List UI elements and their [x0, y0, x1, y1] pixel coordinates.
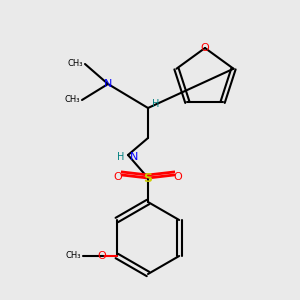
Text: H: H: [117, 152, 124, 162]
Text: H: H: [152, 99, 159, 109]
Text: CH₃: CH₃: [65, 251, 81, 260]
Text: CH₃: CH₃: [68, 59, 83, 68]
Text: S: S: [143, 172, 152, 184]
Text: O: O: [114, 172, 122, 182]
Text: N: N: [130, 152, 138, 162]
Text: O: O: [98, 251, 106, 261]
Text: CH₃: CH₃: [64, 95, 80, 104]
Text: N: N: [104, 79, 112, 89]
Text: O: O: [174, 172, 182, 182]
Text: O: O: [201, 43, 209, 53]
